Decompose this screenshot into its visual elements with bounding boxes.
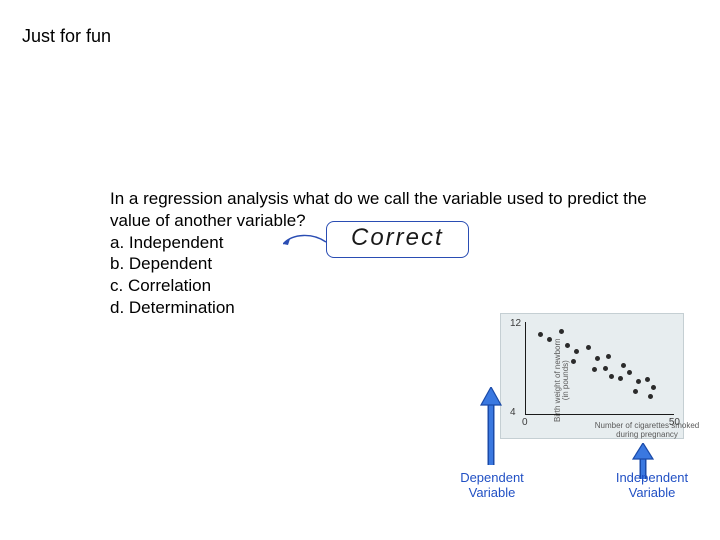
dependent-variable-label: Dependent Variable (448, 471, 536, 501)
scatter-point (621, 363, 626, 368)
x-axis-label-line2: during pregnancy (616, 430, 678, 439)
scatter-point (559, 329, 564, 334)
correct-callout: Correct (326, 221, 469, 258)
dv-label-line2: Variable (469, 485, 516, 500)
scatter-point (547, 337, 552, 342)
callout-arrow-icon (283, 233, 327, 255)
chart-axes: 12 4 0 50 (525, 322, 674, 415)
scatter-point (633, 389, 638, 394)
scatter-point (645, 377, 650, 382)
iv-label-line1: Independent (616, 470, 688, 485)
option-a-text: a. Independent (110, 232, 223, 254)
scatter-point (592, 367, 597, 372)
scatter-point (538, 332, 543, 337)
slide-title: Just for fun (22, 26, 111, 47)
scatter-point (571, 359, 576, 364)
option-c: c. Correlation (110, 275, 670, 297)
scatter-point (609, 374, 614, 379)
dv-label-line1: Dependent (460, 470, 524, 485)
scatter-figure: Birth weight of newborn(in pounds) 12 4 … (452, 313, 692, 513)
scatter-point (618, 376, 623, 381)
iv-label-line2: Variable (629, 485, 676, 500)
scatter-point (595, 356, 600, 361)
chart-background: Birth weight of newborn(in pounds) 12 4 … (500, 313, 684, 439)
scatter-point (648, 394, 653, 399)
ytick-top: 12 (510, 318, 521, 329)
scatter-point (636, 379, 641, 384)
option-b-text: b. Dependent (110, 253, 212, 275)
question-block: In a regression analysis what do we call… (110, 188, 670, 319)
dependent-arrow-icon (474, 387, 508, 469)
independent-variable-label: Independent Variable (600, 471, 704, 501)
scatter-point (565, 343, 570, 348)
scatter-point (603, 366, 608, 371)
x-axis-label-line1: Number of cigarettes smoked (595, 421, 700, 430)
option-d-text: d. Determination (110, 297, 235, 319)
xtick-left: 0 (522, 417, 528, 428)
option-c-text: c. Correlation (110, 275, 211, 297)
scatter-point (651, 385, 656, 390)
slide: Just for fun In a regression analysis wh… (0, 0, 720, 540)
scatter-point (606, 354, 611, 359)
ytick-bottom: 4 (510, 407, 516, 418)
scatter-point (574, 349, 579, 354)
scatter-point (586, 345, 591, 350)
x-axis-label: Number of cigarettes smoked during pregn… (573, 422, 720, 440)
scatter-point (627, 370, 632, 375)
